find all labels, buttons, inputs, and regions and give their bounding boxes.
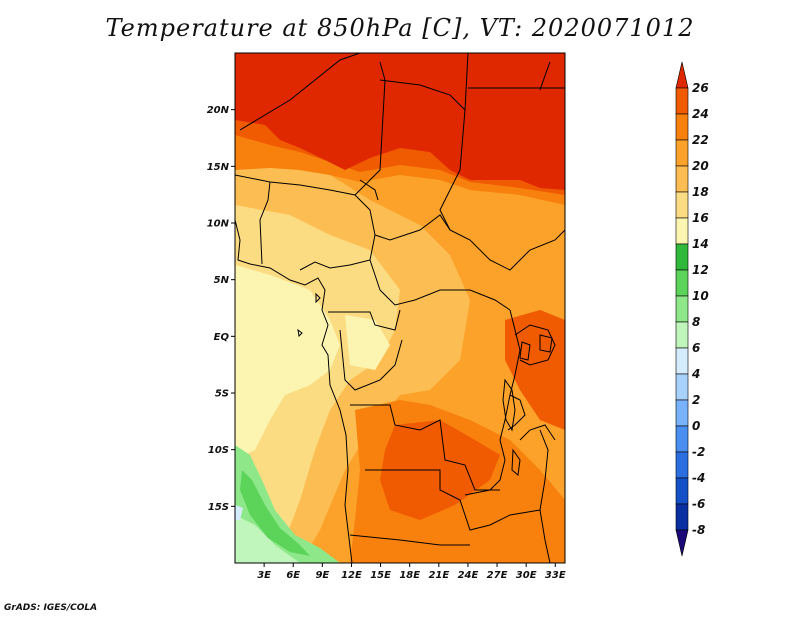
colorbar-swatch — [675, 295, 689, 323]
colorbar-swatch — [675, 61, 689, 89]
lon-label: 27E — [487, 570, 508, 581]
map-frame — [234, 52, 566, 564]
colorbar-swatch — [675, 529, 689, 557]
colorbar-label: 16 — [692, 211, 709, 225]
colorbar-swatch — [675, 139, 689, 167]
colorbar-label: 22 — [692, 133, 709, 147]
colorbar-label: 24 — [692, 107, 709, 121]
colorbar-swatch — [675, 373, 689, 401]
temperature-field — [235, 53, 565, 563]
band-14-16-b — [345, 315, 390, 370]
band-14-16 — [235, 265, 340, 460]
latitude-axis: 20N 15N 10N 5N EQ 5S 10S 15S — [207, 105, 235, 513]
colorbar-label: 18 — [692, 185, 709, 199]
band-12-14 — [240, 470, 310, 556]
colorbar-swatch — [675, 451, 689, 479]
colorbar-swatch — [675, 347, 689, 375]
colorbar-label: 14 — [692, 237, 709, 251]
band-24-26-east — [505, 310, 565, 430]
lon-label: 33E — [545, 570, 566, 581]
colorbar-swatch — [675, 113, 689, 141]
longitude-axis: 3E 6E 9E 12E 15E 18E 21E 24E 27E 30E 33E — [257, 563, 566, 581]
lat-label: 10S — [208, 445, 229, 456]
colorbar-label: 2 — [692, 393, 700, 407]
colorbar-swatch — [675, 321, 689, 349]
colorbar-swatch — [675, 191, 689, 219]
chart-title: Temperature at 850hPa [C], VT: 202007101… — [105, 14, 695, 42]
lon-label: 18E — [399, 570, 420, 581]
lat-label: 20N — [207, 105, 230, 116]
lon-label: 15E — [370, 570, 391, 581]
colorbar-swatch — [675, 425, 689, 453]
lat-label: 15N — [207, 162, 230, 173]
colorbar-swatch — [675, 165, 689, 193]
colorbar-swatch — [675, 269, 689, 297]
lat-label: 5N — [214, 275, 230, 286]
colorbar-label: 26 — [692, 81, 709, 95]
colorbar-swatch — [675, 477, 689, 505]
colorbar-label: -6 — [692, 497, 705, 511]
lon-label: 3E — [257, 570, 271, 581]
lon-label: 9E — [315, 570, 329, 581]
lat-label: 15S — [208, 502, 229, 513]
colorbar-swatch — [675, 87, 689, 115]
colorbar-swatch — [675, 243, 689, 271]
grads-credit: GrADS: IGES/COLA — [4, 603, 98, 613]
colorbar-swatch — [675, 503, 689, 531]
colorbar-label: 6 — [692, 341, 700, 355]
country-borders — [235, 53, 565, 563]
lat-label: 5S — [215, 389, 229, 400]
band-26-plus — [235, 53, 565, 190]
colorbar-label: -2 — [692, 445, 705, 459]
lon-label: 6E — [286, 570, 300, 581]
lon-label: 21E — [428, 570, 449, 581]
colorbar-label: 8 — [692, 315, 700, 329]
colorbar-label: 10 — [692, 289, 709, 303]
colorbar-label: 20 — [692, 159, 709, 173]
lon-label: 24E — [458, 570, 479, 581]
colorbar-swatch — [675, 399, 689, 427]
colorbar-label: 12 — [692, 263, 709, 277]
lon-label: 12E — [341, 570, 362, 581]
band-8-10 — [235, 515, 300, 563]
colorbar-label: 4 — [691, 367, 700, 381]
lat-label: EQ — [214, 332, 230, 343]
colorbar-label: 0 — [692, 419, 700, 433]
lon-label: 30E — [516, 570, 537, 581]
colorbar-label: -4 — [692, 471, 705, 485]
lat-label: 10N — [207, 219, 230, 230]
band-6-8 — [235, 505, 243, 520]
colorbar-swatch — [675, 217, 689, 245]
band-20-22-east — [470, 230, 545, 310]
colorbar-label: -8 — [692, 523, 705, 537]
